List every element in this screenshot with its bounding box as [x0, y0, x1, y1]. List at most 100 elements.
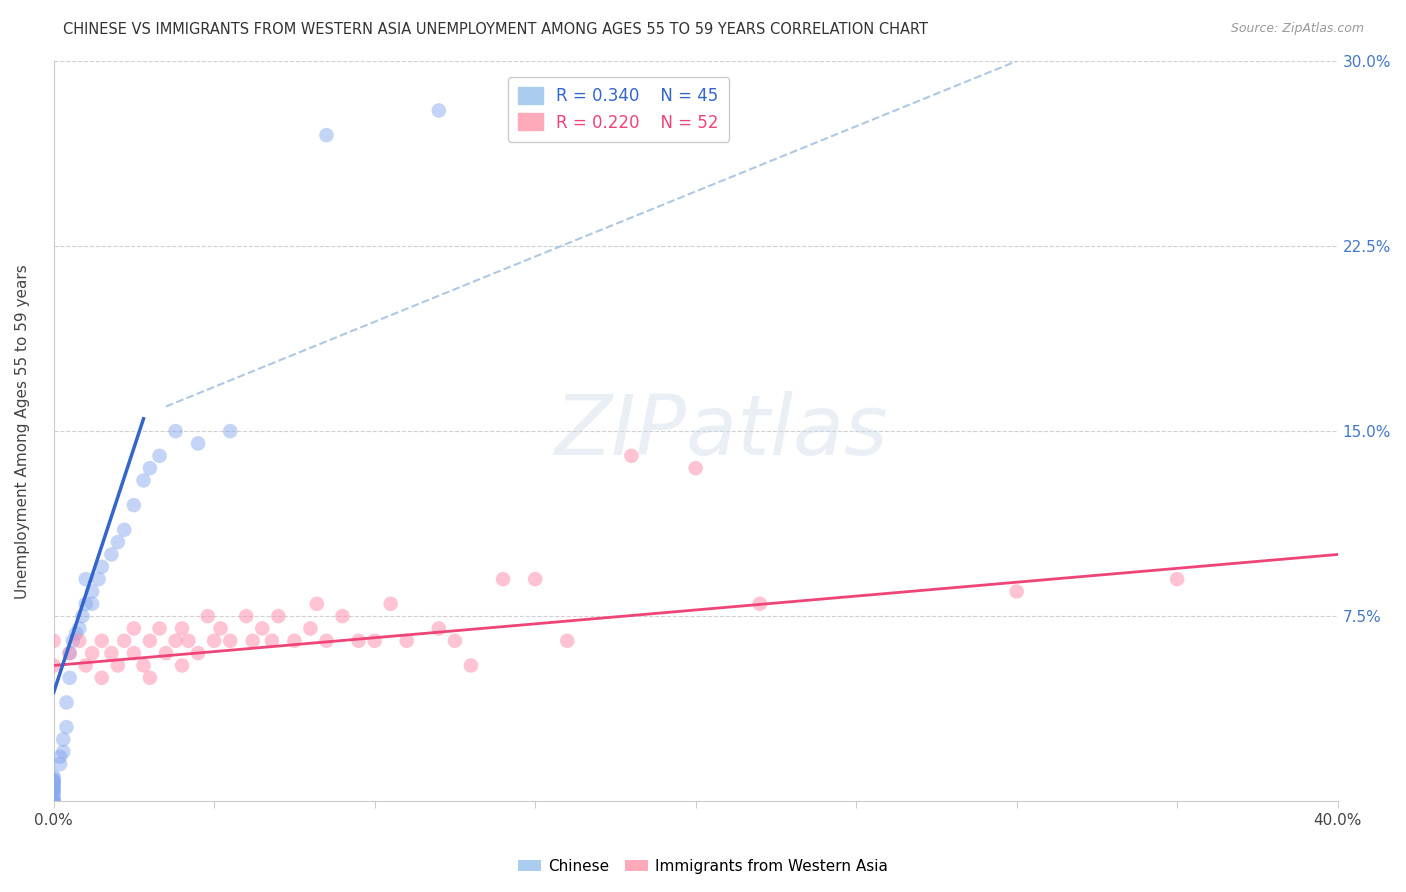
Point [380, 597, 402, 611]
Point [49, 749, 72, 764]
Point [148, 622, 170, 636]
Point [305, 597, 328, 611]
Point [427, 622, 450, 636]
Point [42, 794, 65, 808]
Point [82, 584, 104, 599]
Point [219, 633, 242, 648]
Point [299, 622, 322, 636]
Point [112, 633, 135, 648]
Point [242, 633, 264, 648]
Point [42, 633, 65, 648]
Legend: R = 0.340    N = 45, R = 0.220    N = 52: R = 0.340 N = 45, R = 0.220 N = 52 [508, 77, 728, 142]
Point [42, 769, 65, 783]
Point [42, 658, 65, 673]
Point [139, 633, 162, 648]
Point [252, 622, 274, 636]
Point [49, 757, 72, 772]
Point [260, 633, 283, 648]
Point [363, 633, 385, 648]
Text: Source: ZipAtlas.com: Source: ZipAtlas.com [1230, 22, 1364, 36]
Point [748, 597, 770, 611]
Point [42, 774, 65, 789]
Point [1005, 584, 1028, 599]
Point [524, 572, 547, 586]
Point [209, 622, 232, 636]
Y-axis label: Unemployment Among Ages 55 to 59 years: Unemployment Among Ages 55 to 59 years [15, 264, 30, 599]
Point [82, 646, 104, 660]
Point [75, 597, 97, 611]
Point [42, 774, 65, 789]
Point [170, 622, 193, 636]
Point [444, 633, 467, 648]
Legend: Chinese, Immigrants from Western Asia: Chinese, Immigrants from Western Asia [512, 853, 894, 880]
Point [67, 622, 90, 636]
Point [197, 609, 219, 624]
Point [42, 789, 65, 804]
Point [67, 633, 90, 648]
Point [107, 658, 129, 673]
Point [82, 597, 104, 611]
Point [283, 633, 305, 648]
Point [100, 646, 122, 660]
Point [62, 633, 84, 648]
Point [315, 633, 337, 648]
Point [42, 781, 65, 796]
Point [139, 671, 162, 685]
Text: ZIPatlas: ZIPatlas [554, 391, 889, 472]
Point [460, 658, 482, 673]
Point [42, 784, 65, 798]
Point [42, 772, 65, 786]
Point [139, 461, 162, 475]
Point [112, 523, 135, 537]
Point [55, 720, 77, 734]
Point [219, 424, 242, 438]
Point [165, 633, 187, 648]
Point [170, 658, 193, 673]
Point [90, 671, 112, 685]
Point [90, 559, 112, 574]
Point [100, 548, 122, 562]
Point [90, 633, 112, 648]
Point [187, 646, 209, 660]
Point [132, 474, 155, 488]
Point [267, 609, 290, 624]
Point [427, 103, 450, 118]
Point [1166, 572, 1188, 586]
Point [122, 646, 145, 660]
Point [165, 424, 187, 438]
Point [107, 535, 129, 549]
Point [332, 609, 354, 624]
Point [122, 622, 145, 636]
Point [555, 633, 578, 648]
Point [59, 671, 82, 685]
Point [177, 633, 200, 648]
Point [75, 572, 97, 586]
Point [685, 461, 707, 475]
Point [59, 646, 82, 660]
Point [72, 609, 94, 624]
Point [187, 436, 209, 450]
Point [620, 449, 643, 463]
Point [75, 658, 97, 673]
Point [52, 732, 75, 747]
Point [42, 777, 65, 791]
Point [42, 780, 65, 794]
Text: CHINESE VS IMMIGRANTS FROM WESTERN ASIA UNEMPLOYMENT AMONG AGES 55 TO 59 YEARS C: CHINESE VS IMMIGRANTS FROM WESTERN ASIA … [63, 22, 928, 37]
Point [55, 696, 77, 710]
Point [87, 572, 110, 586]
Point [52, 745, 75, 759]
Point [132, 658, 155, 673]
Point [347, 633, 370, 648]
Point [42, 794, 65, 808]
Point [42, 781, 65, 796]
Point [42, 794, 65, 808]
Point [122, 498, 145, 512]
Point [59, 646, 82, 660]
Point [235, 609, 257, 624]
Point [148, 449, 170, 463]
Point [65, 626, 87, 640]
Point [315, 128, 337, 143]
Point [42, 794, 65, 808]
Point [155, 646, 177, 660]
Point [492, 572, 515, 586]
